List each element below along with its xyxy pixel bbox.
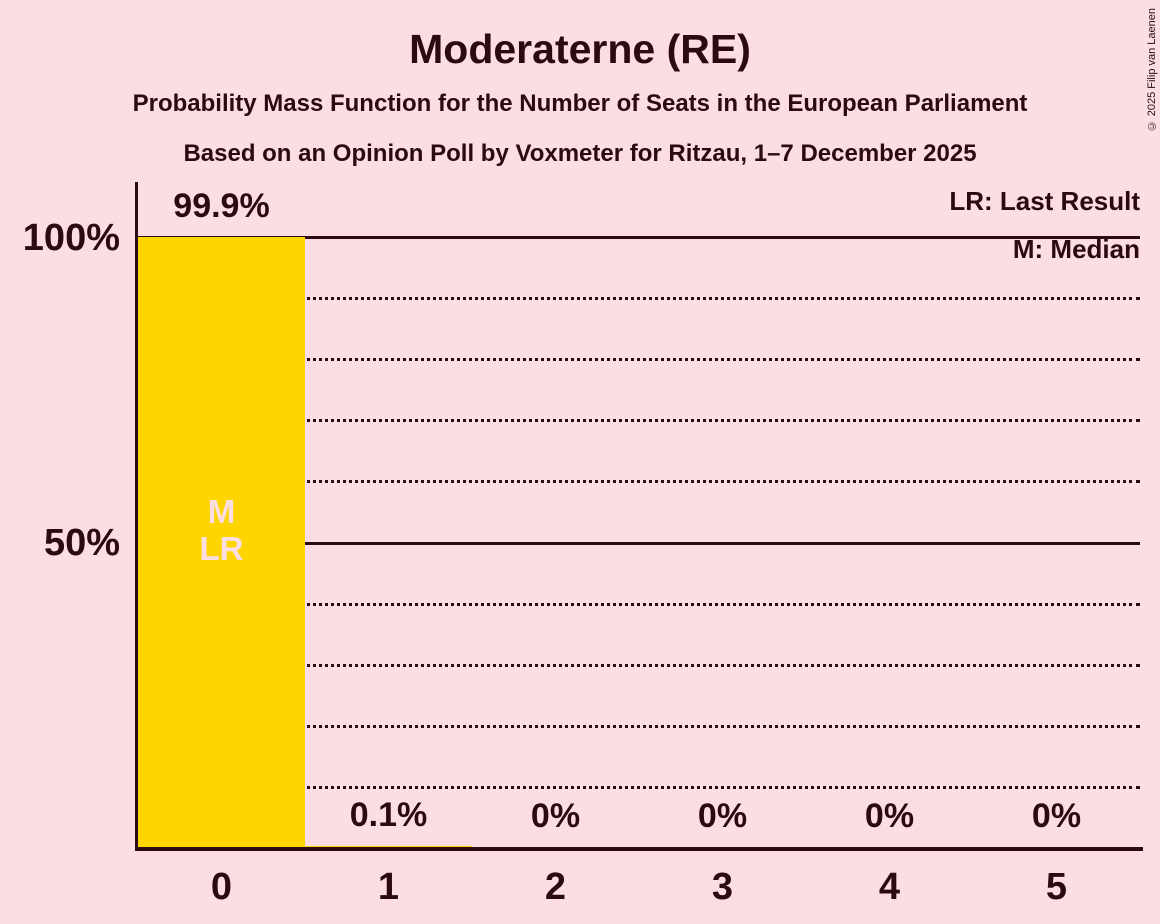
x-tick-2: 2	[544, 866, 567, 908]
value-label-0: 99.9%	[173, 186, 270, 225]
gridline-80pct	[138, 358, 1140, 362]
bar-seat-0: M LR	[138, 236, 305, 847]
bar-marker-labels: M LR	[199, 492, 244, 567]
value-label-1: 0.1%	[349, 796, 428, 835]
x-tick-0: 0	[210, 866, 233, 908]
chart-subtitle-2: Based on an Opinion Poll by Voxmeter for…	[183, 140, 977, 167]
gridline-60pct	[138, 480, 1140, 484]
legend-last-result: LR: Last Result	[949, 186, 1140, 216]
bar-column-0: M LR 99.9%	[138, 189, 305, 847]
y-axis-label-50: 50%	[43, 522, 120, 564]
legend-median: M: Median	[1012, 234, 1140, 264]
x-axis-line	[135, 847, 1143, 851]
bar-column-5: 0%	[973, 236, 1140, 847]
bar-column-3: 0%	[639, 236, 806, 847]
gridline-90pct	[138, 297, 1140, 301]
x-tick-3: 3	[711, 866, 734, 908]
bar-column-2: 0%	[472, 236, 639, 847]
bar-column-1: 0.1%	[305, 236, 472, 847]
x-tick-4: 4	[878, 866, 901, 908]
x-tick-1: 1	[377, 866, 400, 908]
gridline-40pct	[138, 602, 1140, 606]
gridline-70pct	[138, 419, 1140, 423]
bar-column-4: 0%	[806, 236, 973, 847]
value-label-5: 0%	[1031, 797, 1082, 835]
plot-area: M LR 99.9% 0.1% 0% 0% 0% 0%	[138, 189, 1140, 847]
chart-subtitle-1: Probability Mass Function for the Number…	[132, 90, 1028, 117]
value-label-4: 0%	[864, 797, 915, 835]
chart-title: Moderaterne (RE)	[409, 26, 751, 72]
x-tick-5: 5	[1045, 866, 1068, 908]
value-label-3: 0%	[697, 797, 748, 835]
gridline-100pct	[138, 236, 1140, 239]
y-axis-line	[135, 182, 138, 851]
gridline-50pct	[138, 541, 1140, 545]
gridline-10pct	[138, 785, 1140, 789]
copyright-text: © 2025 Filip van Laenen	[1146, 8, 1158, 132]
gridline-30pct	[138, 663, 1140, 667]
gridline-20pct	[138, 724, 1140, 728]
bar-seat-1	[305, 846, 472, 847]
y-axis-label-100: 100%	[22, 217, 120, 259]
value-label-2: 0%	[530, 797, 581, 835]
x-axis-labels: 0 1 2 3 4 5	[138, 866, 1140, 912]
